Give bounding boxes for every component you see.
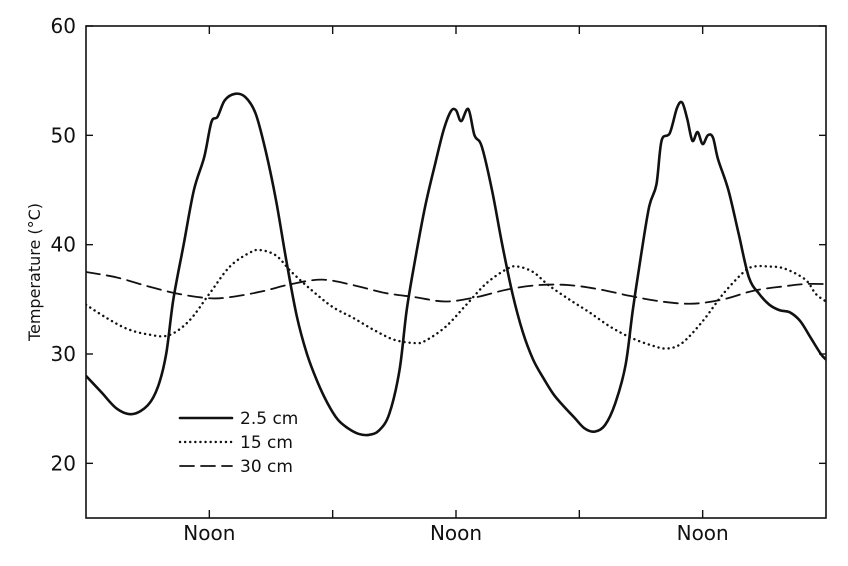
- y-tick-label: 60: [51, 14, 76, 38]
- series-line-15-cm: [86, 248, 826, 350]
- y-tick-label: 30: [51, 342, 76, 366]
- x-tick-label: Noon: [183, 521, 235, 545]
- legend: 2.5 cm 15 cm 30 cm: [178, 409, 298, 477]
- y-tick-label: 20: [51, 451, 76, 475]
- y-tick-label: 40: [51, 233, 76, 257]
- y-tick-label: 50: [51, 123, 76, 147]
- plot-frame: [85, 25, 827, 519]
- legend-label: 2.5 cm: [240, 409, 298, 429]
- series-line-30-cm: [86, 271, 826, 305]
- x-tick-label: Noon: [677, 521, 729, 545]
- series-layer: [86, 92, 826, 437]
- y-axis: 20 30 40 50 60: [51, 14, 826, 475]
- x-axis: Noon Noon Noon: [183, 26, 729, 545]
- y-axis-title: Temperature (°C): [25, 203, 44, 342]
- x-tick-label: Noon: [430, 521, 482, 545]
- legend-label: 15 cm: [240, 433, 293, 453]
- series-line-2-5-cm: [86, 92, 826, 437]
- legend-label: 30 cm: [240, 457, 293, 477]
